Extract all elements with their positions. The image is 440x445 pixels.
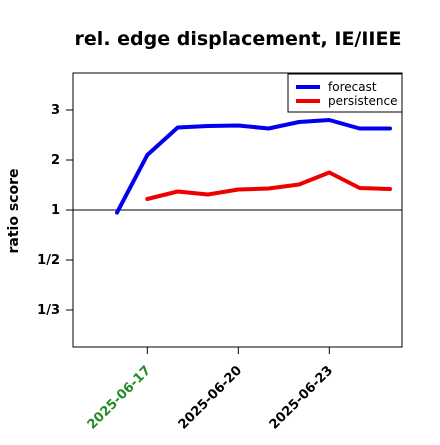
series-line-forecast xyxy=(115,118,392,215)
legend-label-persistence: persistence xyxy=(328,94,397,108)
series-line-persistence xyxy=(145,170,392,201)
legend-label-forecast: forecast xyxy=(328,80,377,94)
plot-layer: 3 2 1 1/2 1/3 2025-06-17 2025-06-20 2025-06-23 xyxy=(37,103,402,433)
x-tick-label: 2025-06-23 xyxy=(267,363,336,432)
y-tick-label: 3 xyxy=(51,103,60,118)
legend-box xyxy=(287,73,403,113)
y-tick-label: 2 xyxy=(51,153,60,168)
y-tick-label: 1/3 xyxy=(37,303,60,318)
x-tick-label: 2025-06-17 xyxy=(85,363,154,432)
chart-title: rel. edge displacement, IE/IIEE xyxy=(75,28,402,50)
y-tick-label: 1 xyxy=(51,203,60,218)
y-tick-label: 1/2 xyxy=(37,253,60,268)
y-axis-label: ratio score xyxy=(6,169,22,254)
x-tick-label: 2025-06-20 xyxy=(176,363,245,432)
